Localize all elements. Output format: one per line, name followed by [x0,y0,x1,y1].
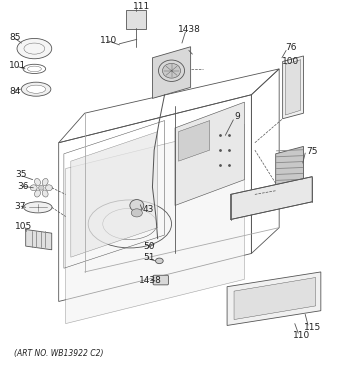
Text: 51: 51 [143,253,155,263]
Text: 110: 110 [100,35,117,45]
Ellipse shape [38,185,44,190]
Text: 35: 35 [15,170,27,179]
Polygon shape [153,47,191,98]
FancyBboxPatch shape [126,10,146,29]
Polygon shape [283,56,303,119]
Text: 50: 50 [143,242,155,251]
Ellipse shape [130,200,144,211]
Text: 84: 84 [9,87,20,95]
Polygon shape [227,272,321,326]
Text: 85: 85 [9,33,21,42]
Text: 115: 115 [304,323,321,332]
Ellipse shape [155,258,163,264]
Text: 111: 111 [133,2,150,11]
Polygon shape [231,177,312,220]
Ellipse shape [35,190,41,197]
Text: 37: 37 [15,202,26,211]
Ellipse shape [35,179,41,185]
Text: 101: 101 [9,62,26,70]
Polygon shape [71,132,158,257]
Polygon shape [285,60,301,115]
Text: 1438: 1438 [139,276,161,285]
Ellipse shape [46,185,52,191]
Ellipse shape [162,63,181,78]
Ellipse shape [30,185,37,191]
Polygon shape [66,124,244,324]
Text: 1438: 1438 [178,25,201,34]
Polygon shape [234,278,316,320]
Ellipse shape [131,209,142,217]
Polygon shape [26,229,52,250]
Ellipse shape [42,179,48,185]
Text: 76: 76 [285,43,297,52]
Text: 110: 110 [293,331,310,340]
Ellipse shape [21,82,51,96]
Text: (ART NO. WB13922 C2): (ART NO. WB13922 C2) [14,350,103,358]
Text: 105: 105 [15,222,32,231]
Polygon shape [178,120,210,161]
Text: 100: 100 [282,57,299,66]
Ellipse shape [17,38,52,59]
Ellipse shape [27,85,46,93]
Polygon shape [276,147,303,191]
FancyBboxPatch shape [153,275,168,285]
Ellipse shape [42,190,48,197]
Polygon shape [175,102,244,206]
Text: 75: 75 [306,147,318,156]
Text: 9: 9 [235,112,240,120]
Text: 36: 36 [17,182,28,191]
Ellipse shape [23,202,52,213]
Text: 43: 43 [143,205,154,214]
